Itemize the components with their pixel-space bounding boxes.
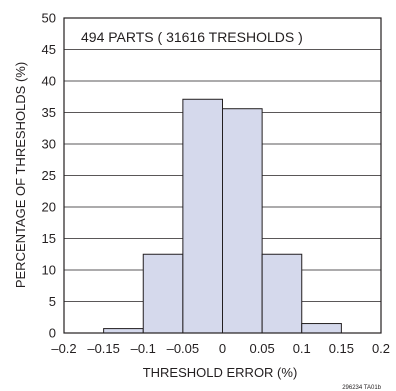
y-tick-label-7: 35: [42, 105, 56, 120]
y-tick-label-9: 45: [42, 42, 56, 57]
y-tick-labels: 0 5 10 15 20 25 30 35 40 45 50: [42, 11, 56, 341]
y-axis-label: PERCENTAGE OF THRESHOLDS (%): [13, 62, 28, 288]
y-tick-label-10: 50: [42, 11, 56, 26]
y-tick-label-5: 25: [42, 168, 56, 183]
x-tick-label-1: –0.15: [87, 341, 120, 356]
y-tick-label-0: 0: [49, 326, 56, 341]
x-tick-label-2: –0.1: [131, 341, 156, 356]
x-axis-label: THRESHOLD ERROR (%): [143, 365, 298, 380]
bar-5: [301, 323, 342, 334]
x-tick-label-6: 0.1: [293, 341, 311, 356]
y-tick-label-8: 40: [42, 74, 56, 89]
figure-id: 296234 TA01b: [342, 385, 381, 391]
y-tick-label-2: 10: [42, 263, 56, 278]
bar-2: [182, 98, 223, 334]
y-tick-label-1: 5: [49, 294, 56, 309]
chart-annotation: 494 PARTS ( 31616 TRESHOLDS ): [81, 29, 303, 45]
bar-1: [142, 253, 184, 334]
bar-4: [261, 253, 303, 334]
x-tick-labels: –0.2 –0.15 –0.1 –0.05 0 0.05 0.1 0.15 0.2: [51, 341, 390, 356]
y-tick-label-4: 20: [42, 200, 56, 215]
plot-frame: [63, 17, 382, 334]
y-tick-label-6: 30: [42, 137, 56, 152]
bar-3: [222, 108, 263, 334]
x-tick-label-8: 0.2: [372, 341, 390, 356]
y-tick-label-3: 15: [42, 231, 56, 246]
x-tick-label-5: 0.05: [249, 341, 274, 356]
x-tick-label-4: 0: [219, 341, 226, 356]
x-tick-label-7: 0.15: [329, 341, 354, 356]
x-tick-label-0: –0.2: [51, 341, 76, 356]
histogram-bars: [103, 98, 342, 334]
bar-0: [103, 328, 144, 334]
x-tick-label-3: –0.05: [167, 341, 200, 356]
